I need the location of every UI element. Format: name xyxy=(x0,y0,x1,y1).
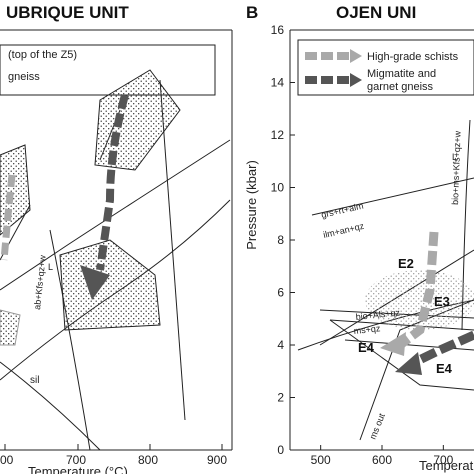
panel-a-reaction-line-1 xyxy=(0,139,231,291)
panel-a-field-left xyxy=(0,144,31,236)
panel-a-path-migmatite xyxy=(96,93,129,271)
panel-a-sil-curve xyxy=(0,361,101,451)
panel-b-legend-arrow-schists xyxy=(350,49,362,63)
panel-b-ytick-label-16: 16 xyxy=(271,23,285,37)
panel-a: UBRIQUE UNIT (top of the Z5) gneiss 00 7… xyxy=(0,3,233,474)
panel-a-xtick-label-2: 800 xyxy=(138,453,158,467)
panel-b-title: OJEN UNI xyxy=(336,3,416,22)
panel-b-dotted-field xyxy=(365,270,474,330)
panel-b-legend-label-migmatite-2: garnet gneiss xyxy=(367,81,434,93)
panel-a-field-left-low xyxy=(0,309,21,346)
panel-a-path-schists xyxy=(0,174,16,261)
panel-a-field-lower xyxy=(59,239,161,331)
panel-b-label-grs: grs+rt+alm xyxy=(320,201,364,220)
panel-b-legend-arrow-migmatite xyxy=(350,73,362,87)
panel-b-path-schists xyxy=(397,231,439,349)
panel-b-ytick-label-0: 0 xyxy=(277,443,284,457)
panel-a-title: UBRIQUE UNIT xyxy=(6,3,129,22)
panel-b-reaction-triangle xyxy=(329,319,474,391)
panel-a-xlabel: Temperature (°C) xyxy=(28,464,128,474)
panel-b-reaction-grs xyxy=(311,177,474,216)
panel-a-legend-gneiss: gneiss xyxy=(8,71,40,83)
panel-b-xtick-label-700: 700 xyxy=(433,453,453,467)
panel-b-legend-label-schists: High-grade schists xyxy=(367,51,459,63)
panel-b-ylabel: Pressure (kbar) xyxy=(244,160,259,250)
panel-b-xtick-label-500: 500 xyxy=(311,453,331,467)
panel-b-y-ticks: 0 2 4 6 8 10 12 14 16 xyxy=(271,23,295,457)
panel-a-ab-kfs-curve xyxy=(49,229,91,451)
panel-b-letter: B xyxy=(246,3,258,22)
panel-b-label-bio: bio+ms+Kfs+qz+w xyxy=(450,130,463,205)
panel-a-path-migmatite-arrowhead xyxy=(80,265,110,300)
panel-b-xlabel: Temperatur xyxy=(419,458,474,473)
panel-b-stage-e4-right: E4 xyxy=(436,361,453,376)
panel-b-ytick-label-2: 2 xyxy=(277,391,284,405)
panel-b: B OJEN UNI 0 2 4 6 8 10 12 14 16 500 600 700 Press… xyxy=(244,3,474,473)
panel-a-xtick-label-0: 00 xyxy=(0,453,14,467)
panel-b-stage-e2: E2 xyxy=(398,256,414,271)
panel-b-stage-e4-left: E4 xyxy=(358,340,375,355)
panel-a-note: (top of the Z5) xyxy=(8,49,77,61)
panel-b-label-ms-out: ms out xyxy=(368,411,388,440)
panel-b-legend-label-migmatite-1: Migmatite and xyxy=(367,68,436,80)
panel-b-ytick-label-14: 14 xyxy=(271,76,285,90)
panel-b-label-L: L xyxy=(452,152,457,162)
panel-b-path-schists-arrowhead xyxy=(380,332,406,356)
panel-a-xtick-label-3: 900 xyxy=(207,453,227,467)
panel-b-label-ms-qz: ms+qz xyxy=(353,323,381,336)
panel-a-xtick-label-1: 700 xyxy=(66,453,86,467)
panel-b-label-bio-als: bio+Als+qz xyxy=(355,307,401,322)
panel-b-ytick-label-4: 4 xyxy=(277,338,284,352)
panel-b-ytick-label-8: 8 xyxy=(277,233,284,247)
panel-b-ytick-label-6: 6 xyxy=(277,286,284,300)
panel-b-x-ticks: 500 600 700 xyxy=(311,445,454,467)
panel-b-ytick-label-12: 12 xyxy=(271,128,285,142)
panel-a-legend-box xyxy=(0,44,216,96)
panel-b-path-migmatite xyxy=(413,330,474,367)
panel-b-legend-box xyxy=(297,39,474,96)
panel-b-path-migmatite-arrowhead xyxy=(395,352,422,375)
panel-a-label-sil: sil xyxy=(30,375,39,386)
panel-a-frame xyxy=(0,29,233,451)
panel-a-label-ab-kfs: ab+Kfs+qz+w xyxy=(32,254,48,310)
panel-b-label-ilm: ilm+an+qz xyxy=(322,221,365,240)
panel-a-steep-line xyxy=(159,79,186,421)
panel-b-ytick-label-10: 10 xyxy=(271,181,285,195)
panel-b-legend: High-grade schists Migmatite and garnet … xyxy=(297,39,474,96)
panel-a-label-L: L xyxy=(48,262,53,272)
panel-b-stage-e3: E3 xyxy=(434,294,450,309)
panel-b-xtick-label-600: 600 xyxy=(372,453,392,467)
